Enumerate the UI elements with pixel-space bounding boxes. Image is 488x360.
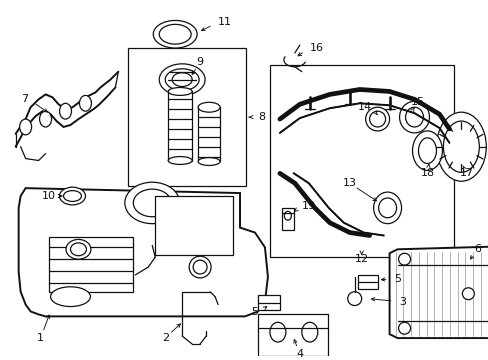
Ellipse shape — [369, 111, 385, 127]
Text: 17: 17 — [459, 168, 473, 178]
Ellipse shape — [405, 107, 423, 127]
Ellipse shape — [168, 87, 192, 95]
Ellipse shape — [198, 102, 220, 112]
Ellipse shape — [63, 190, 81, 202]
Ellipse shape — [418, 138, 436, 163]
Ellipse shape — [60, 187, 85, 205]
Ellipse shape — [412, 131, 442, 170]
Ellipse shape — [284, 211, 291, 220]
Ellipse shape — [168, 157, 192, 165]
Text: 12: 12 — [354, 254, 368, 264]
Bar — [48, 238, 133, 292]
Ellipse shape — [436, 112, 486, 181]
Text: 10: 10 — [41, 191, 56, 201]
Ellipse shape — [40, 111, 51, 127]
Bar — [128, 48, 245, 186]
Ellipse shape — [443, 121, 478, 172]
Bar — [155, 196, 233, 255]
Ellipse shape — [124, 182, 179, 224]
Text: 2: 2 — [162, 333, 168, 343]
Ellipse shape — [378, 198, 396, 218]
Ellipse shape — [159, 64, 204, 95]
Text: 13: 13 — [342, 178, 356, 188]
Bar — [258, 314, 327, 356]
Text: 4: 4 — [296, 349, 303, 359]
Ellipse shape — [462, 288, 473, 300]
Text: 16: 16 — [309, 43, 323, 53]
Ellipse shape — [153, 21, 197, 48]
Text: 11: 11 — [218, 17, 232, 27]
Bar — [269, 65, 453, 257]
Bar — [198, 107, 220, 162]
Text: 19: 19 — [301, 201, 315, 211]
Ellipse shape — [172, 73, 192, 86]
Text: 5: 5 — [250, 307, 258, 318]
Text: 9: 9 — [196, 57, 203, 67]
Ellipse shape — [399, 101, 428, 133]
Text: 18: 18 — [420, 168, 434, 178]
Polygon shape — [389, 246, 488, 338]
Bar — [357, 275, 377, 289]
Ellipse shape — [165, 69, 199, 90]
Ellipse shape — [189, 256, 211, 278]
Text: 8: 8 — [258, 112, 264, 122]
Ellipse shape — [398, 322, 410, 334]
Ellipse shape — [347, 292, 361, 306]
Ellipse shape — [20, 119, 32, 135]
Bar — [168, 91, 192, 161]
Text: 14: 14 — [357, 102, 371, 112]
Ellipse shape — [66, 239, 91, 259]
Ellipse shape — [133, 189, 171, 217]
Bar — [281, 208, 293, 230]
Ellipse shape — [50, 287, 90, 306]
Ellipse shape — [159, 24, 191, 44]
Bar — [258, 295, 279, 310]
Text: 6: 6 — [473, 244, 480, 254]
Ellipse shape — [373, 192, 401, 224]
Ellipse shape — [398, 253, 410, 265]
Text: 15: 15 — [409, 97, 424, 107]
Ellipse shape — [365, 107, 389, 131]
Text: 1: 1 — [37, 333, 44, 343]
Ellipse shape — [60, 103, 71, 119]
Polygon shape — [19, 188, 267, 316]
Ellipse shape — [269, 322, 285, 342]
Text: 3: 3 — [399, 297, 406, 307]
Text: 7: 7 — [21, 94, 29, 104]
Text: 5: 5 — [394, 274, 401, 284]
Ellipse shape — [198, 158, 220, 166]
Ellipse shape — [301, 322, 317, 342]
Ellipse shape — [80, 95, 91, 111]
Ellipse shape — [193, 260, 207, 274]
Ellipse shape — [70, 243, 86, 256]
